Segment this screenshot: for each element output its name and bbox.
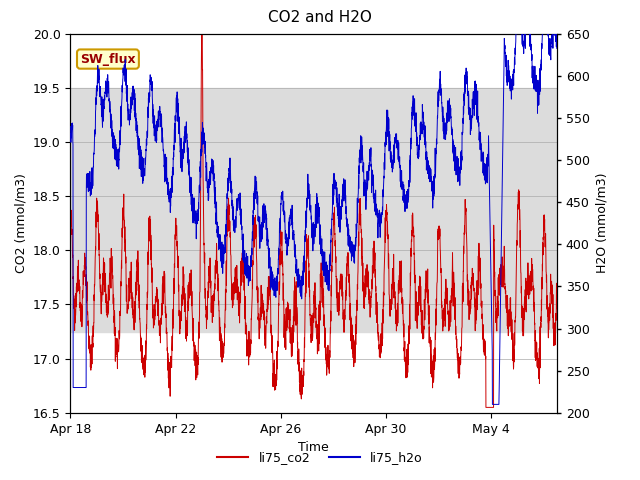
Y-axis label: H2O (mmol/m3): H2O (mmol/m3) (595, 173, 609, 274)
X-axis label: Time: Time (298, 441, 329, 454)
Text: SW_flux: SW_flux (80, 53, 136, 66)
Text: CO2 and H2O: CO2 and H2O (268, 10, 372, 24)
Y-axis label: CO2 (mmol/m3): CO2 (mmol/m3) (14, 173, 28, 273)
Legend: li75_co2, li75_h2o: li75_co2, li75_h2o (212, 446, 428, 469)
Bar (70, 88, 557, 332)
